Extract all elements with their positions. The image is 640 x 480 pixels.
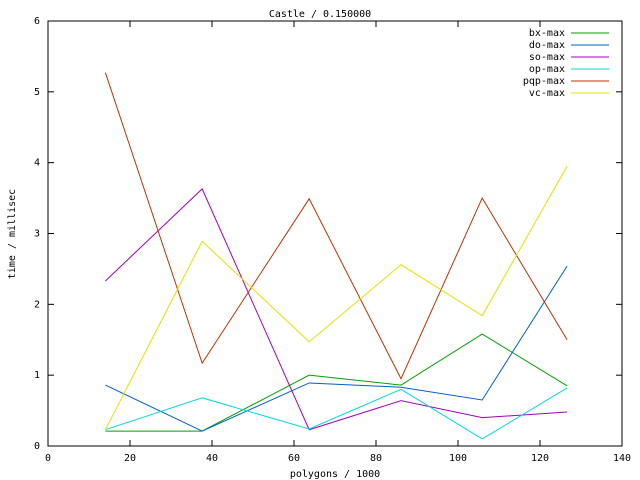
x-tick-label: 40: [206, 453, 218, 464]
x-tick-label: 20: [124, 453, 136, 464]
series-line: [105, 333, 568, 432]
x-tick-label: 80: [370, 453, 382, 464]
series-line: [105, 387, 568, 440]
y-tick-label: 6: [34, 16, 40, 27]
legend-label: so-max: [529, 52, 565, 63]
series-line: [104, 72, 568, 380]
y-tick-label: 1: [34, 370, 40, 381]
y-tick-label: 3: [34, 229, 40, 240]
legend-label: op-max: [529, 64, 565, 75]
x-tick-label: 0: [45, 453, 51, 464]
x-tick-label: 140: [613, 453, 631, 464]
series-line: [105, 188, 568, 431]
x-tick-label: 100: [449, 453, 467, 464]
y-axis-label: time / millisec: [7, 189, 18, 279]
legend-label: pqp-max: [523, 76, 565, 87]
chart-title: Castle / 0.150000: [269, 9, 371, 20]
y-tick-label: 0: [34, 441, 40, 452]
legend-label: vc-max: [529, 88, 565, 99]
x-axis-label: polygons / 1000: [290, 469, 380, 480]
y-tick-label: 2: [34, 299, 40, 310]
series-line: [105, 265, 568, 432]
y-tick-label: 4: [34, 158, 40, 169]
legend-label: bx-max: [529, 28, 565, 39]
legend-label: do-max: [529, 40, 565, 51]
x-tick-label: 120: [531, 453, 549, 464]
series-line: [104, 165, 568, 430]
x-tick-label: 60: [288, 453, 300, 464]
y-tick-label: 5: [34, 87, 40, 98]
